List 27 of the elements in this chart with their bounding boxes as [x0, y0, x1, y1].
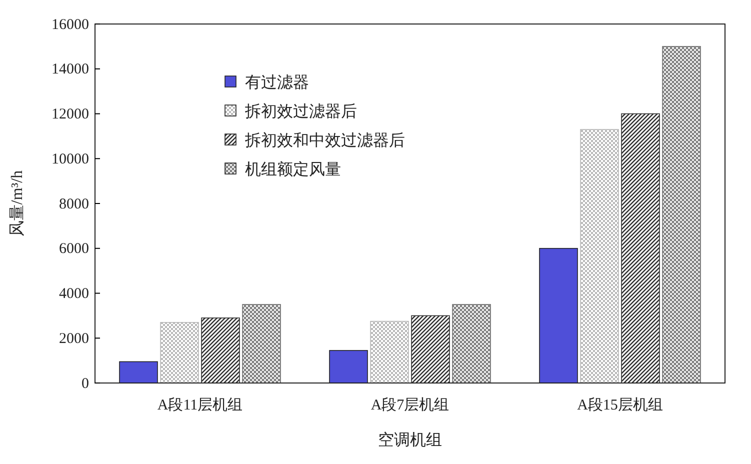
bar — [452, 304, 491, 384]
x-axis-title: 空调机组 — [378, 431, 442, 449]
bar — [621, 113, 660, 384]
y-tick-label: 0 — [82, 376, 89, 392]
y-tick-label: 14000 — [52, 62, 89, 78]
bar — [370, 320, 409, 384]
legend-label: 拆初效过滤器后 — [244, 102, 357, 121]
bar — [411, 315, 450, 384]
y-axis-title: 风量/m³/h — [9, 170, 26, 237]
bar — [580, 129, 619, 384]
y-tick-label: 4000 — [59, 286, 89, 302]
legend-label: 有过滤器 — [245, 74, 309, 92]
x-tick-label: A段15层机组 — [577, 396, 663, 414]
bar — [662, 46, 701, 384]
bar — [160, 322, 199, 384]
x-tick-label: A段11层机组 — [157, 396, 243, 414]
bar — [242, 304, 281, 384]
y-tick-label: 12000 — [52, 106, 89, 123]
y-tick-label: 8000 — [59, 196, 89, 212]
y-tick-label: 2000 — [59, 330, 89, 347]
y-tick-label: 6000 — [59, 241, 89, 258]
bar — [201, 318, 240, 384]
legend-label: 拆初效和中效过滤器后 — [244, 132, 405, 150]
legend-label: 机组额定风量 — [245, 160, 341, 179]
x-tick-label: A段7层机组 — [370, 396, 450, 414]
y-tick-label: 10000 — [52, 151, 89, 168]
y-tick-label: 16000 — [52, 16, 89, 33]
